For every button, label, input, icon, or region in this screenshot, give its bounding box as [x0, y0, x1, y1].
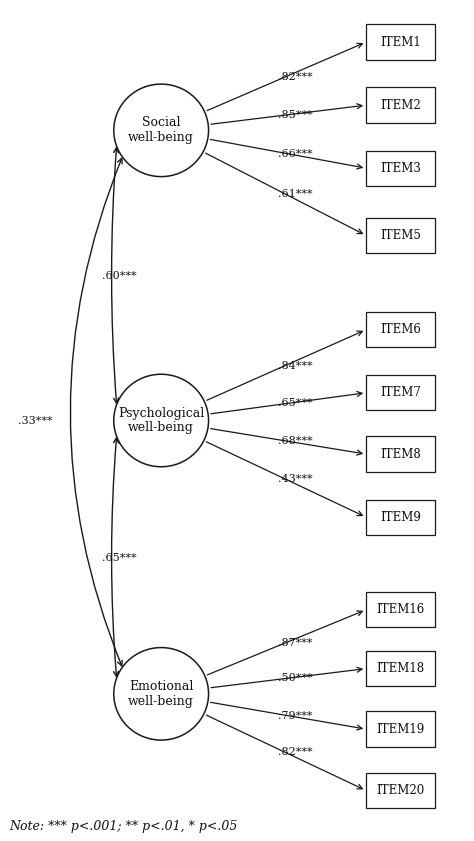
- Text: .65***: .65***: [102, 553, 137, 563]
- Text: .61***: .61***: [278, 188, 313, 198]
- Text: ITEM3: ITEM3: [380, 161, 421, 175]
- FancyBboxPatch shape: [366, 711, 435, 747]
- FancyBboxPatch shape: [366, 773, 435, 808]
- FancyBboxPatch shape: [366, 24, 435, 60]
- FancyBboxPatch shape: [366, 151, 435, 186]
- Text: Social
well-being: Social well-being: [128, 116, 194, 145]
- FancyBboxPatch shape: [366, 312, 435, 347]
- Text: .85***: .85***: [278, 110, 313, 120]
- FancyBboxPatch shape: [366, 500, 435, 535]
- FancyBboxPatch shape: [366, 592, 435, 627]
- Text: ITEM2: ITEM2: [380, 98, 421, 112]
- Text: .79***: .79***: [278, 711, 313, 721]
- Text: .43***: .43***: [278, 474, 313, 484]
- FancyArrowPatch shape: [111, 148, 118, 403]
- Text: ITEM18: ITEM18: [376, 662, 425, 675]
- Text: .50***: .50***: [278, 674, 313, 684]
- Text: ITEM5: ITEM5: [380, 229, 421, 242]
- Text: .84***: .84***: [278, 361, 313, 371]
- Text: .33***: .33***: [18, 415, 53, 426]
- Text: .65***: .65***: [278, 399, 313, 409]
- Text: ITEM20: ITEM20: [376, 784, 425, 797]
- Text: ITEM8: ITEM8: [380, 447, 421, 461]
- FancyBboxPatch shape: [366, 436, 435, 472]
- FancyBboxPatch shape: [366, 375, 435, 410]
- Text: ITEM9: ITEM9: [380, 510, 421, 524]
- Text: .82***: .82***: [278, 748, 313, 757]
- Text: .60***: .60***: [102, 271, 137, 281]
- Text: Emotional
well-being: Emotional well-being: [128, 680, 194, 708]
- FancyArrowPatch shape: [70, 158, 122, 666]
- Text: .82***: .82***: [278, 71, 313, 82]
- Text: ITEM7: ITEM7: [380, 386, 421, 399]
- Text: .68***: .68***: [278, 436, 313, 447]
- FancyBboxPatch shape: [366, 218, 435, 253]
- Text: .87***: .87***: [278, 637, 313, 648]
- Text: .66***: .66***: [278, 149, 313, 159]
- Text: Note: *** p<.001; ** p<.01, * p<.05: Note: *** p<.001; ** p<.01, * p<.05: [9, 820, 238, 833]
- FancyBboxPatch shape: [366, 651, 435, 686]
- FancyBboxPatch shape: [366, 87, 435, 123]
- Text: ITEM16: ITEM16: [376, 603, 425, 616]
- Text: ITEM6: ITEM6: [380, 323, 421, 336]
- Text: ITEM19: ITEM19: [376, 722, 425, 736]
- Text: Psychological
well-being: Psychological well-being: [118, 406, 204, 435]
- FancyArrowPatch shape: [111, 438, 118, 676]
- Text: ITEM1: ITEM1: [380, 35, 421, 49]
